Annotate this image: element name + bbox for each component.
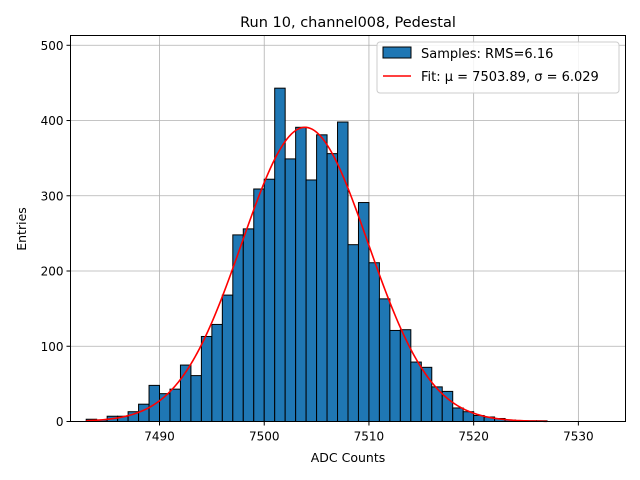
histogram-bar [410, 361, 422, 422]
histogram-bar [274, 87, 286, 422]
histogram-bar [211, 323, 223, 422]
histogram-bar [169, 388, 181, 423]
y-axis-label: Entries [14, 207, 29, 251]
histogram-bar [389, 329, 401, 423]
histogram-bar [242, 228, 255, 422]
y-tick-label: 200 [41, 265, 64, 279]
histogram-bar [284, 158, 297, 423]
legend-box [376, 41, 620, 94]
histogram-bar [263, 178, 276, 422]
plot-frame [70, 35, 626, 422]
legend-bar-swatch [382, 46, 412, 59]
histogram-bar [326, 153, 339, 422]
x-tick-label: 7490 [144, 430, 175, 444]
histogram-bar [200, 335, 213, 423]
y-tick-label: 500 [41, 39, 64, 53]
gaussian-fit-curve [86, 126, 547, 423]
histogram-bar [378, 298, 391, 422]
y-tick-label: 300 [41, 189, 64, 203]
y-tick-label: 0 [56, 415, 64, 429]
histogram-bar [305, 179, 318, 422]
x-tick-label: 7520 [458, 430, 489, 444]
histogram-bar [316, 134, 328, 423]
y-axis-ticks: 0 100 200 300 400 500 [41, 39, 71, 429]
x-tick-label: 7530 [563, 430, 594, 444]
histogram-bar [138, 403, 150, 423]
histogram-bar [452, 407, 464, 423]
x-tick-label: 7510 [354, 430, 385, 444]
x-axis-label: ADC Counts [311, 450, 386, 465]
histogram-bar [159, 393, 171, 423]
histogram-bar [368, 262, 380, 422]
legend-label-fit: Fit: μ = 7503.89, σ = 6.029 [421, 70, 599, 85]
histogram-bar [347, 244, 359, 422]
histogram-bar [399, 329, 412, 422]
chart-title: Run 10, channel008, Pedestal [240, 15, 456, 31]
legend-label-samples: Samples: RMS=6.16 [421, 47, 553, 62]
x-tick-label: 7500 [249, 430, 280, 444]
histogram-bar [357, 202, 370, 422]
histogram-bar [295, 126, 307, 422]
histogram-bar [179, 364, 192, 423]
histogram-bar [253, 188, 265, 422]
histogram-bar [221, 294, 234, 422]
legend: Samples: RMS=6.16 Fit: μ = 7503.89, σ = … [376, 41, 620, 94]
histogram-bar [190, 375, 202, 423]
histogram-bar [148, 384, 161, 422]
x-axis-ticks: 7490 7500 7510 7520 7530 [144, 421, 594, 444]
y-tick-label: 100 [41, 340, 64, 354]
y-tick-label: 400 [41, 114, 64, 128]
